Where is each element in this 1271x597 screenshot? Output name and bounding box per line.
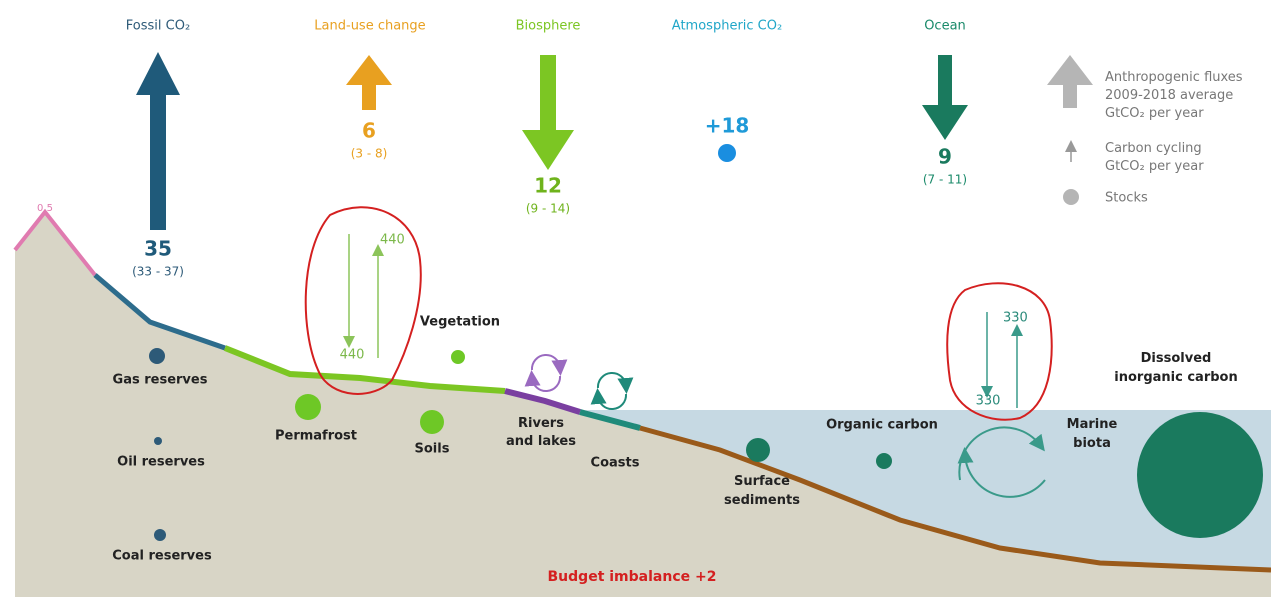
river-cycle: [524, 370, 562, 393]
stock-label: Dissolved inorganic carbon: [1114, 351, 1237, 385]
flux-value: 12: [534, 174, 562, 198]
sediment-surface: [639, 425, 1271, 573]
flux-range: (3 - 8): [351, 147, 388, 161]
legend-text: Anthropogenic fluxes 2009-2018 average GtC…: [1105, 70, 1243, 121]
legend-flux-arrow: [1047, 55, 1093, 108]
stock-label: Gas reserves: [113, 373, 208, 388]
mountain-peak: [13, 208, 97, 277]
mountain-slope: [93, 273, 226, 351]
ocean-arrow: [922, 55, 968, 140]
flux-range: (9 - 14): [526, 202, 570, 216]
stock-label: Surface sediments: [724, 474, 800, 508]
flux-title: Land-use change: [314, 19, 425, 34]
atmosphere-stock: [718, 144, 736, 162]
legend-text: Carbon cycling GtCO₂ per year: [1105, 141, 1204, 174]
stock-dot: [149, 348, 165, 364]
stock-dot: [420, 410, 444, 434]
biosphere-arrow: [522, 55, 574, 170]
highlight-circle: [304, 206, 422, 395]
flux-range: (33 - 37): [132, 265, 184, 279]
stock-dot: [295, 394, 321, 420]
stock-label: Permafrost: [275, 429, 357, 444]
stock-dot: [154, 529, 166, 541]
flux-value: 9: [938, 145, 952, 169]
cycling-value: 440: [340, 348, 365, 363]
stock-label: Marine biota: [1067, 417, 1118, 451]
stock-dot: [154, 437, 162, 445]
cycling-value: 330: [976, 394, 1001, 409]
flux-title: Ocean: [924, 19, 966, 34]
stock-dot: [1137, 412, 1263, 538]
flux-value: 35: [144, 237, 172, 261]
budget-imbalance: Budget imbalance +2: [548, 569, 717, 585]
cycling-value: 440: [380, 233, 405, 248]
coast-surface: [579, 409, 641, 431]
stock-label: Vegetation: [420, 315, 500, 330]
stock-label: Organic carbon: [826, 418, 938, 433]
stock-dot: [876, 453, 892, 469]
stock-label: Rivers and lakes: [506, 416, 576, 449]
coast-cycle: [590, 388, 628, 411]
stock-label: Oil reserves: [117, 455, 205, 470]
stock-label: Soils: [415, 442, 450, 457]
flux-value: +18: [705, 114, 750, 138]
flux-range: (7 - 11): [923, 173, 967, 187]
land: [15, 212, 1271, 597]
stock-dot: [451, 350, 465, 364]
flux-title: Biosphere: [516, 19, 581, 34]
ocean-cycle-loop: [958, 426, 1045, 481]
coast-cycle: [596, 371, 634, 394]
rivers-surface: [504, 388, 581, 415]
river-cycle: [530, 353, 568, 376]
peak-value: 0.5: [37, 203, 53, 214]
flux-title: Atmospheric CO₂: [672, 19, 782, 34]
land-use-arrow: [346, 55, 392, 110]
flux-value: 6: [362, 119, 376, 143]
stock-label: Coal reserves: [112, 549, 212, 564]
stock-label: Coasts: [591, 456, 640, 471]
stock-dot: [746, 438, 770, 462]
legend-stock-dot: [1063, 189, 1079, 205]
flux-title: Fossil CO₂: [126, 19, 190, 34]
fossil-arrow: [136, 52, 180, 230]
land-surface: [223, 345, 506, 394]
ocean-cycle-loop: [957, 447, 1046, 498]
legend-text: Stocks: [1105, 191, 1148, 206]
highlight-circle: [946, 282, 1053, 421]
cycling-value: 330: [1003, 311, 1028, 326]
